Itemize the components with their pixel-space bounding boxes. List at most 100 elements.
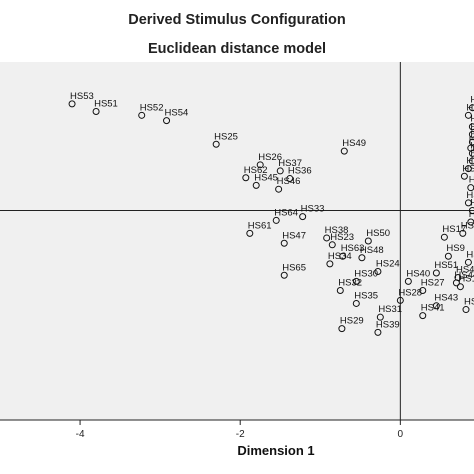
point-label: HS52 — [140, 102, 164, 113]
point-label: HS24 — [376, 258, 400, 269]
point-label: HS2 — [466, 249, 474, 260]
point-label: HS29 — [340, 316, 364, 327]
data-point — [464, 165, 472, 173]
data-point — [462, 306, 470, 314]
data-point — [468, 130, 474, 138]
data-point — [339, 252, 347, 260]
point-label: HS7 — [470, 198, 474, 209]
point-label: HS46 — [277, 176, 301, 187]
data-point — [468, 104, 474, 112]
point-label: HS9 — [446, 243, 464, 254]
point-label: HS28 — [398, 287, 422, 298]
point-label: HS81 — [466, 156, 474, 167]
point-label: HS64 — [274, 207, 298, 218]
data-point — [275, 185, 283, 193]
data-point — [460, 172, 468, 180]
point-label: HS23 — [330, 232, 354, 243]
point-label: HS77 — [470, 95, 474, 106]
data-point — [459, 229, 467, 237]
point-label: HS15 — [470, 114, 474, 125]
data-point — [432, 302, 440, 310]
data-point — [242, 174, 250, 182]
point-label: HS53 — [70, 91, 94, 102]
point-label: HS37 — [278, 158, 302, 169]
data-point — [464, 111, 472, 119]
point-label: HS48 — [360, 245, 384, 256]
point-label: HS85 — [470, 140, 474, 151]
data-point — [404, 277, 412, 285]
point-label: HS96 — [469, 209, 474, 220]
point-label: HS40 — [406, 268, 430, 279]
point-label: HS51 — [434, 260, 458, 271]
data-point — [468, 207, 474, 215]
plot-area — [0, 62, 474, 420]
chart-title: Derived Stimulus Configuration — [128, 12, 346, 28]
x-tick-label: 0 — [398, 429, 404, 440]
data-point — [323, 234, 331, 242]
point-label: HS33 — [301, 204, 325, 215]
data-point — [68, 100, 76, 108]
data-point — [396, 296, 404, 304]
point-label: HS50 — [366, 228, 390, 239]
point-label: HS56 — [470, 121, 474, 132]
x-tick-label: -2 — [236, 429, 245, 440]
data-point — [374, 328, 382, 336]
point-label: HS35 — [354, 290, 378, 301]
point-label: HS31 — [378, 304, 402, 315]
data-point — [326, 260, 334, 268]
data-point — [280, 239, 288, 247]
data-point — [336, 287, 344, 295]
x-axis-ticks: -4 -2 0 — [76, 420, 404, 440]
point-label: HS39 — [376, 319, 400, 330]
data-point — [464, 199, 472, 207]
point-label: HS44 — [454, 270, 474, 281]
x-axis-title: Dimension 1 — [237, 443, 314, 458]
point-label: HS61 — [248, 220, 272, 231]
x-tick-label: -4 — [76, 429, 85, 440]
data-point — [212, 140, 220, 148]
point-label: HS14 — [470, 148, 474, 159]
point-label: HS4 — [456, 265, 474, 276]
point-label: HS22 — [469, 175, 474, 186]
point-label: HS1 — [466, 190, 474, 201]
data-point — [246, 229, 254, 237]
data-point — [358, 254, 366, 262]
point-label: HS62 — [244, 165, 268, 176]
data-point — [456, 283, 464, 291]
data-point — [468, 157, 474, 165]
point-label: HS65 — [282, 262, 306, 273]
point-label: HS21 — [469, 135, 474, 146]
data-point — [256, 161, 264, 169]
data-point — [338, 325, 346, 333]
point-label: HS49 — [342, 138, 366, 149]
data-point — [352, 299, 360, 307]
data-point — [374, 267, 382, 275]
point-label: HS73 — [464, 297, 474, 308]
data-point — [419, 312, 427, 320]
point-label: HS51 — [94, 99, 118, 110]
data-point — [286, 175, 294, 183]
data-point — [464, 258, 472, 266]
data-point — [452, 279, 460, 287]
data-point — [376, 313, 384, 321]
point-label: HS32 — [338, 278, 362, 289]
data-point — [440, 233, 448, 241]
point-label: HS36 — [288, 166, 312, 177]
data-point — [432, 269, 440, 277]
point-label: HS47 — [282, 230, 306, 241]
point-label: HS54 — [165, 108, 189, 119]
data-point — [352, 277, 360, 285]
point-label: HS98 — [461, 220, 474, 231]
point-label: HS41 — [421, 303, 445, 314]
point-label: HS63 — [341, 243, 365, 254]
data-point — [252, 181, 260, 189]
data-point — [328, 241, 336, 249]
point-label: HS25 — [214, 131, 238, 142]
data-point — [163, 117, 171, 125]
point-label: HS34 — [328, 251, 352, 262]
point-label: HS45 — [254, 172, 278, 183]
data-point — [280, 271, 288, 279]
chart-subtitle: Euclidean distance model — [148, 41, 326, 57]
